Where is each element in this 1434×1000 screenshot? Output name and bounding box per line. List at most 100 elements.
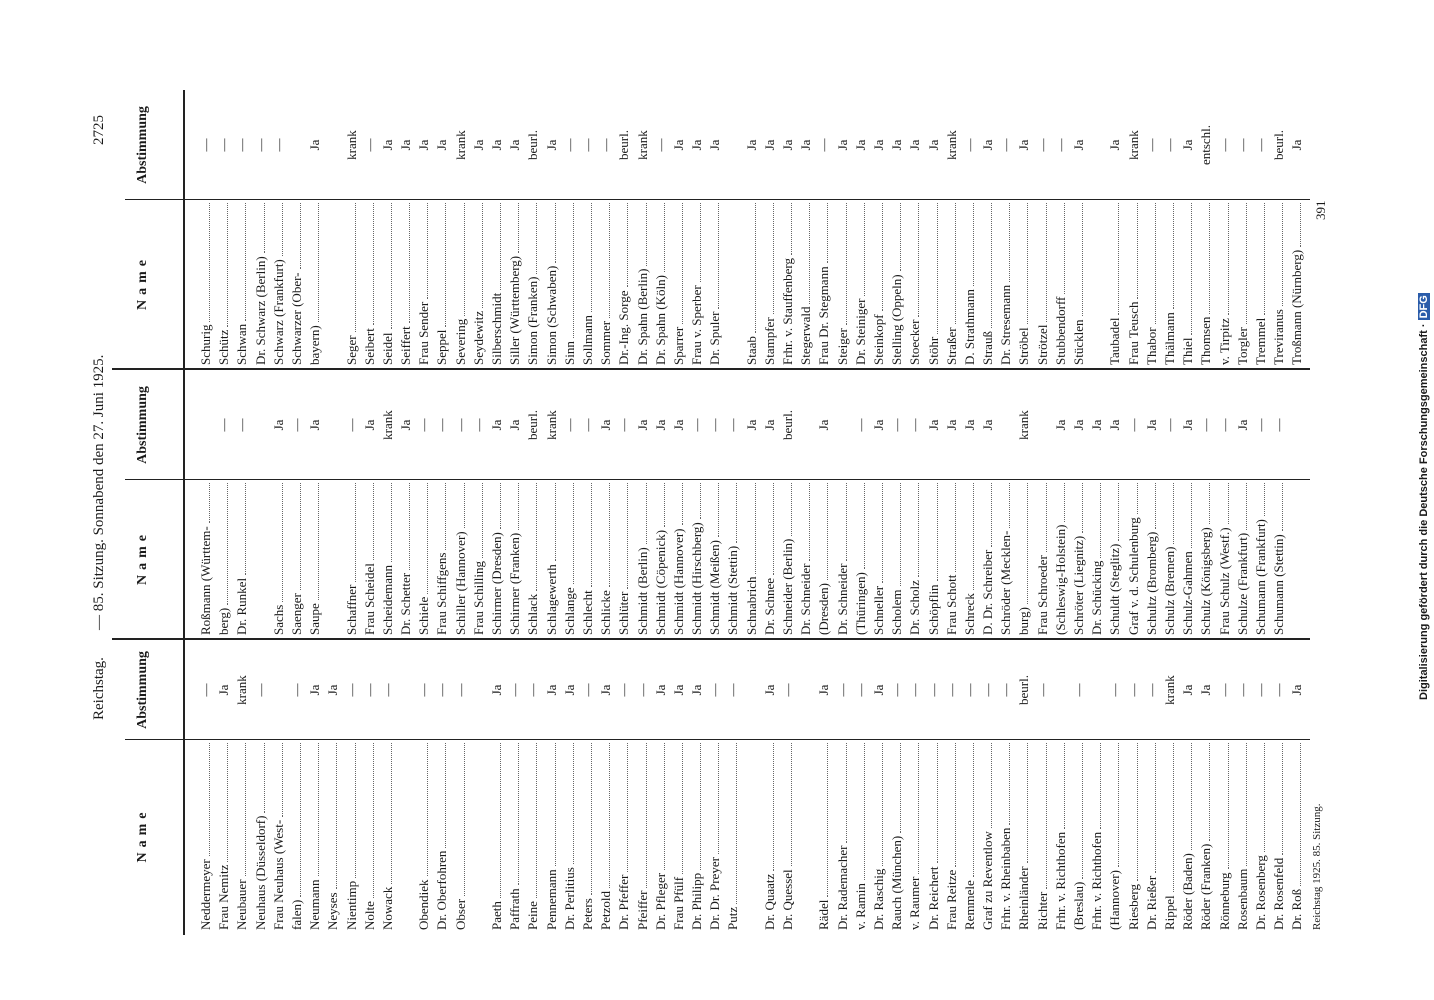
name-cell: Sollmann	[579, 200, 597, 365]
dot-leader	[900, 743, 902, 833]
name-cell: Saenger	[288, 480, 306, 635]
dot-leader	[863, 203, 865, 296]
letter-group: Schaffner — Frau Scheidel Ja Scheidemann kran…	[343, 370, 1289, 635]
member-row: Sachs Ja	[270, 370, 288, 635]
vote-cell: —	[416, 418, 432, 432]
name-cell: Dr. Oberfohren	[433, 740, 451, 930]
member-row: Riesberg —	[1125, 640, 1143, 931]
dot-leader	[500, 203, 501, 290]
vote-cell: Ja	[889, 139, 905, 151]
name-cell: Severing	[452, 200, 470, 365]
header-rule	[183, 90, 185, 935]
name-cell: Stampfer	[761, 200, 779, 365]
vote-cell: —	[561, 418, 577, 432]
member-row: Schlecht —	[579, 370, 597, 636]
vote-cell: —	[288, 418, 304, 432]
vote-cell: Ja	[598, 684, 614, 696]
member-name: Schiele	[416, 596, 432, 635]
member-name: Schröter (Liegnitz)	[1071, 535, 1086, 635]
letter-group: Sachs Ja Saenger — Saupe Ja	[270, 370, 325, 636]
vote-cell: —	[780, 683, 795, 697]
member-name: Tremmel	[1252, 317, 1268, 365]
member-row: Dr. Rademacher —	[834, 640, 852, 931]
dot-leader	[500, 743, 501, 899]
member-row: Sollmann —	[579, 90, 597, 366]
member-row: Frau Nemitz Ja	[215, 640, 233, 930]
letter-group: Roßmann (Württem-berg) — Dr. Runkel —	[197, 370, 252, 636]
name-cell: Frau Nemitz	[215, 740, 233, 930]
member-name: Neuhaus (Düsseldorf)	[252, 815, 268, 930]
dot-leader	[863, 483, 865, 570]
name-cell: Scholem	[888, 480, 906, 635]
member-name: Thälmann	[1161, 312, 1177, 365]
member-name: Staab	[743, 336, 759, 365]
dot-leader	[1191, 483, 1193, 549]
member-row: Frau Schroeder	[1034, 370, 1052, 635]
name-cell: Frau v. Sperber	[688, 200, 706, 365]
member-row: Schmidt (Meißen) —	[706, 370, 724, 636]
member-name: Frau Schulz (Westf.)	[1216, 527, 1232, 635]
vote-cell: —	[234, 418, 250, 432]
name-cell: Roßmann (Württem-	[197, 480, 215, 635]
dot-leader	[700, 743, 702, 870]
member-name: Schulz (Bremen)	[1161, 546, 1177, 635]
member-row: Dr. Schnee Ja	[761, 370, 779, 635]
member-row: Schulze (Frankfurt) Ja	[1234, 370, 1252, 635]
vote-cell: —	[998, 683, 1014, 697]
dot-leader	[281, 203, 283, 257]
name-header: Name	[135, 530, 150, 585]
member-row: Graf v. d. Schulenburg —	[1125, 370, 1143, 636]
dot-leader	[1009, 203, 1011, 282]
name-cell: Neuhaus (Düsseldorf)	[252, 740, 270, 930]
member-name: Stampfer	[761, 317, 777, 365]
member-name: Seidel	[379, 332, 395, 366]
name-cell: Remmele	[961, 740, 979, 930]
vote-cell: —	[616, 683, 632, 697]
member-name: Schurig	[198, 324, 213, 365]
member-name: Frhr. v. Stauffenberg	[780, 258, 795, 365]
member-name: Simon (Schwaben)	[543, 265, 559, 365]
member-row: Thiel Ja	[1179, 90, 1197, 365]
vote-cell: Ja	[1289, 139, 1305, 151]
dot-leader	[427, 743, 429, 877]
member-name: Stelling (Oppeln)	[889, 274, 905, 365]
member-name: Sommer	[598, 320, 614, 365]
vote-cell: Ja	[561, 684, 577, 696]
member-name: Petzold	[598, 891, 614, 930]
name-cell: Röder (Franken)	[1197, 740, 1215, 930]
member-row: Graf zu Reventlow —	[979, 640, 997, 931]
name-cell: Schuldt (Steglitz)	[1106, 480, 1124, 635]
member-row: Stelling (Oppeln) Ja	[888, 90, 906, 365]
member-row: v. Ramin —	[852, 640, 870, 931]
dot-leader	[500, 483, 501, 530]
member-name: Schiller (Hannover)	[452, 531, 468, 635]
member-row: Simon (Schwaben) Ja	[543, 90, 561, 365]
name-cell: Seydewitz	[470, 200, 488, 365]
name-cell: Neddermeyer	[197, 740, 215, 930]
member-name: Schreck	[961, 593, 977, 635]
member-name: Röder (Baden)	[1180, 853, 1196, 930]
member-name: Frhr. v. Rheinbaben	[998, 827, 1014, 930]
member-name: Severing	[452, 318, 468, 365]
name-cell: Dr. Spahn (Köln)	[652, 200, 670, 365]
vote-cell: krank	[634, 130, 650, 160]
name-cell: Thabor	[1143, 200, 1161, 365]
name-cell: Neumann	[306, 740, 324, 930]
member-row: Siller (Württemberg) Ja	[506, 90, 524, 365]
name-cell: Pfeiffer	[634, 740, 652, 930]
vote-cell: —	[634, 683, 650, 697]
vote-cell: —	[434, 418, 450, 432]
member-row: Dr. Perlitius Ja	[561, 640, 579, 930]
member-row: (Breslau) —	[1070, 640, 1088, 931]
dot-leader	[1172, 203, 1174, 310]
name-cell: Sachs	[270, 480, 288, 635]
vote-cell: —	[270, 138, 286, 152]
name-cell: Dr. Roß	[1288, 740, 1306, 930]
member-name: Steinkopf	[870, 314, 886, 365]
member-row: Schumann (Stettin) —	[1270, 370, 1288, 636]
name-cell: Schmidt (Meißen)	[706, 480, 724, 635]
vote-cell: —	[1252, 138, 1268, 152]
dot-leader	[1154, 203, 1156, 325]
member-row: Schlicke Ja	[597, 370, 615, 635]
member-name: Schmidt (Meißen)	[707, 540, 723, 635]
